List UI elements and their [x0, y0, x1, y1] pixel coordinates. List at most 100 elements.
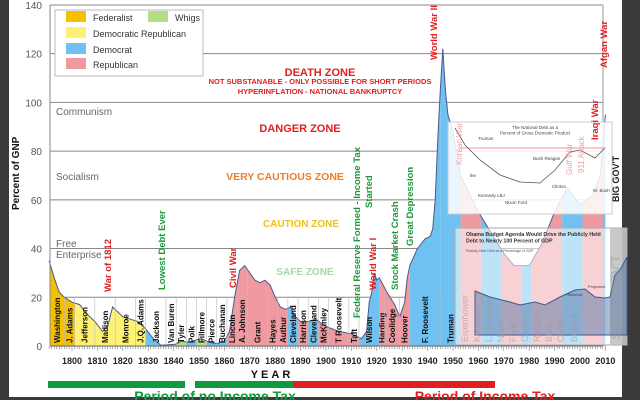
inset-2-area — [474, 256, 628, 336]
x-tick-label: 1910 — [341, 356, 361, 366]
inset-2-title: Obama Budget Agenda Would Drive the Publ… — [466, 232, 601, 245]
x-tick-label: 1960 — [468, 356, 488, 366]
president-label: Fillmore — [198, 311, 207, 343]
x-tick-label: 2010 — [595, 356, 615, 366]
legend-swatch — [66, 43, 86, 54]
income-tax-label: Period of Income Tax — [415, 388, 556, 400]
inset-2-label: Reagan — [532, 310, 542, 342]
president-label: Harrison — [299, 310, 308, 343]
president-label: T Roosevelt — [335, 297, 344, 343]
event-label: Iraqi War — [590, 99, 601, 140]
x-tick-label: 1880 — [265, 356, 285, 366]
president-label: Cleveland — [289, 305, 298, 343]
inset-2-label: Projected — [588, 284, 605, 289]
inset-2-label: Eisenhower — [460, 295, 470, 342]
inset-2-label: SMALL GOV'T — [608, 255, 623, 340]
x-tick-label: 2000 — [570, 356, 590, 366]
president-label: J. Adams — [65, 307, 74, 343]
inset-1-label: Bush Reagan — [533, 156, 561, 161]
x-tick-label: 1920 — [367, 356, 387, 366]
x-tick-label: 1870 — [240, 356, 260, 366]
x-tick-label: 1890 — [291, 356, 311, 366]
president-label: Taft — [350, 329, 359, 343]
x-tick-label: 1820 — [113, 356, 133, 366]
president-label: Tyler — [177, 324, 186, 343]
legend-label: Democrat — [93, 45, 133, 55]
inset-1-label: 911 Attack — [577, 135, 586, 173]
inset-2-label: Historical — [566, 292, 583, 297]
legend-label: Democratic Republican — [93, 29, 186, 39]
president-label: Pierce — [208, 318, 217, 343]
inset-1-label: Gulf War — [565, 143, 574, 175]
president-label: Wilson — [365, 317, 374, 343]
event-label: World War II — [429, 5, 440, 60]
x-tick-label: 1840 — [164, 356, 184, 366]
big-govt-label: BIG GOV'T — [611, 155, 621, 202]
x-axis-title: YEAR — [251, 369, 294, 381]
inset-1-label: Kennedy LBJ — [478, 193, 505, 198]
inset-1-title: The National Debt as a Percent of Gross D… — [500, 125, 571, 136]
y-tick-label: 40 — [31, 245, 43, 256]
y-tick-label: 60 — [31, 196, 43, 207]
no-income-tax-bar — [195, 381, 293, 388]
inset-1-line — [454, 127, 606, 184]
zone-label: DANGER ZONE — [259, 123, 340, 135]
president-label: Grant — [253, 321, 262, 343]
event-label: Stock Market Crash — [390, 201, 401, 290]
president-label: Truman — [446, 314, 455, 343]
president-label: Cleveland — [309, 305, 318, 343]
legend-label: Republican — [93, 60, 138, 70]
x-tick-label: 1970 — [494, 356, 514, 366]
economic-system-label: Enterprise — [56, 250, 102, 261]
inset-obama-budget: Obama Budget Agenda Would Drive the Publ… — [454, 227, 628, 346]
legend-swatch — [148, 11, 168, 22]
y-tick-label: 20 — [31, 293, 43, 304]
left-frame — [0, 0, 9, 400]
income-tax-bar — [293, 381, 495, 388]
president-label: Washington — [53, 297, 62, 343]
inset-2-label: Ford — [508, 323, 518, 342]
president-label: Hayes — [269, 319, 278, 343]
president-label: McKinley — [319, 307, 328, 343]
inset-2-label: Carter — [520, 317, 530, 342]
inset-2-side — [610, 228, 627, 345]
x-tick-label: 1900 — [316, 356, 336, 366]
inset-2-label: Bush — [544, 321, 554, 342]
income-tax-periods: Period of no Income Tax Period of Income … — [48, 381, 555, 400]
inset-2-frame — [454, 227, 628, 346]
legend-label: Federalist — [93, 13, 133, 23]
term-dividers: Washington J. Adams Jefferson Madison Monroe… — [53, 296, 455, 346]
zone-label: SAFE ZONE — [276, 267, 334, 278]
event-label: Afgan War — [599, 21, 610, 68]
bottom-frame — [0, 397, 640, 400]
no-income-tax-label: Period of no Income Tax — [134, 388, 296, 400]
x-tick-label: 1850 — [189, 356, 209, 366]
president-label: Monroe — [121, 314, 130, 343]
zone-label: CAUTION ZONE — [263, 219, 339, 230]
no-income-tax-bar — [48, 381, 185, 388]
y-tick-label: 100 — [25, 98, 42, 109]
x-tick-label: 1860 — [214, 356, 234, 366]
x-tick-label: 1950 — [443, 356, 463, 366]
y-tick-label: 0 — [36, 342, 42, 353]
inset-1-label: Ike — [470, 173, 477, 178]
inset-2-subtitle: Publicly Held Debt as a Percentage of GD… — [466, 249, 534, 253]
inset-2-label: Clinton — [556, 314, 566, 342]
inset-2-label: Bush II — [569, 314, 579, 342]
inset-1-frame — [447, 121, 613, 215]
legend: Federalist Whigs Democratic Republican Demo… — [54, 9, 204, 77]
inset-2-label: Nixon — [496, 319, 506, 342]
x-tick-label: 1980 — [519, 356, 539, 366]
president-label: Lincoln — [228, 314, 237, 343]
event-label: War of 1812 — [103, 239, 114, 292]
president-label: Polk — [187, 326, 196, 343]
president-label: Hoover — [401, 315, 410, 343]
event-label: Federal Reserve Formed - Income Tax — [352, 146, 363, 318]
president-label: Coolidge — [388, 308, 397, 343]
inset-1-label: Nixon Ford — [505, 200, 528, 205]
president-label: Harding — [378, 313, 387, 343]
president-label: Jefferson — [81, 307, 90, 343]
x-tick-label: 1830 — [138, 356, 158, 366]
inset-1-label: Truman — [478, 136, 494, 141]
